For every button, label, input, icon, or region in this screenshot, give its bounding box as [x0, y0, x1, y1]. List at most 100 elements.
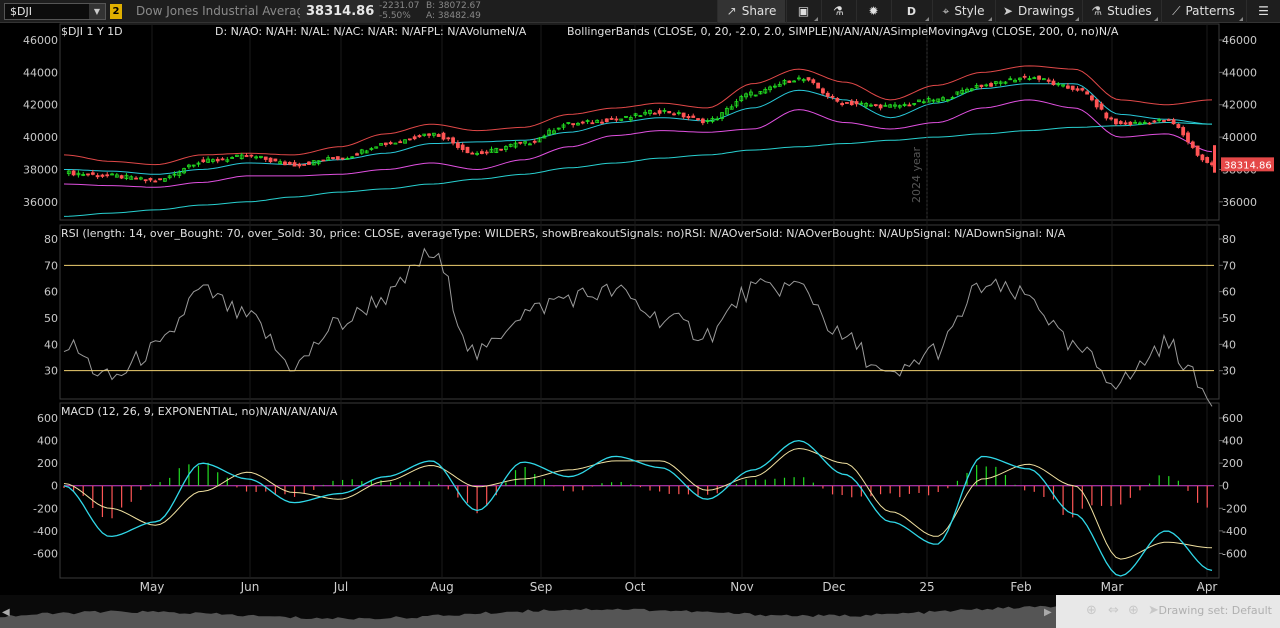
candle-down [335, 156, 340, 160]
candle-up [537, 137, 542, 143]
candle-up [225, 159, 230, 162]
ohlc-readout: D: N/AO: N/AH: N/AL: N/AC: N/AR: N/AFPL:… [215, 25, 527, 38]
candle-up [316, 160, 321, 165]
scroll-right-icon[interactable]: ▶ [1044, 607, 1052, 618]
settings-button[interactable]: ✹ [856, 0, 890, 23]
candle-down [460, 144, 465, 150]
candle-up [369, 148, 374, 150]
candle-up [513, 142, 518, 148]
candle-up [1027, 78, 1032, 81]
candle-up [254, 156, 259, 159]
rsi-axis-left-label: 60 [44, 286, 58, 299]
candle-down [1152, 120, 1157, 123]
candle-up [542, 135, 547, 139]
macd-panel-title[interactable]: MACD (12, 26, 9, EXPONENTIAL, no)N/AN/AN… [61, 405, 338, 418]
last-price: 38314.86 [300, 0, 381, 23]
x-axis-label-jun: Jun [240, 580, 260, 594]
candle-up [177, 171, 182, 176]
candle-down [652, 112, 657, 115]
share-button[interactable]: ↗ Share [717, 0, 785, 23]
candle-down [614, 118, 619, 121]
cursor-icon[interactable]: ➤ [1148, 603, 1159, 618]
candle-down [825, 92, 830, 97]
candle-up [345, 157, 350, 160]
candle-up [552, 130, 556, 134]
zoom-icon[interactable]: ⊕ [1086, 603, 1097, 618]
drawings-button[interactable]: ➤ Drawings [995, 0, 1081, 23]
candle-up [76, 172, 81, 176]
candle-up [311, 160, 316, 166]
candle-down [1200, 154, 1205, 161]
candle-down [1090, 95, 1094, 101]
candle-up [576, 122, 580, 126]
candle-up [114, 174, 119, 178]
macd-axis-right-label: -400 [1222, 525, 1247, 538]
patterns-button[interactable]: ⟋ Patterns [1161, 0, 1245, 23]
candle-down [830, 95, 835, 98]
macd-axis-left-label: 600 [37, 412, 58, 425]
rsi-panel-frame [59, 224, 1220, 400]
candle-down [273, 158, 278, 162]
overview-area [0, 605, 1056, 628]
candle-down [1171, 119, 1176, 125]
candle-up [138, 177, 143, 180]
candle-down [590, 122, 595, 125]
candle-up [724, 108, 729, 115]
price-axis-right-label: 44000 [1222, 66, 1257, 79]
studies-button[interactable]: ⚗ Studies [1082, 0, 1160, 23]
candle-down [95, 175, 100, 178]
candle-down [532, 140, 537, 143]
price-axis-left-label: 46000 [23, 34, 58, 47]
candle-up [206, 158, 211, 163]
candle-down [1118, 121, 1123, 125]
snapshot-button[interactable]: ▣ [786, 0, 820, 23]
candle-up [753, 94, 758, 97]
chart-area[interactable]: May Jun Jul Aug Sep Oct Nov Dec 25 Feb Mar Apr 46000… [0, 23, 1280, 595]
bb-lower-line [63, 99, 1213, 188]
bollinger-study-label[interactable]: BollingerBands (CLOSE, 0, 20, -2.0, 2.0,… [567, 25, 1119, 38]
drawing-set-label[interactable]: Drawing set: Default [1158, 604, 1272, 617]
flask-icon: ⚗ [833, 4, 844, 18]
symbol-input[interactable]: $DJI ▼ [4, 3, 106, 20]
candle-up [993, 81, 998, 84]
chart-canvas[interactable]: May Jun Jul Aug Sep Oct Nov Dec 25 Feb Mar Apr 46000… [0, 23, 1280, 595]
symbol-dropdown-icon[interactable]: ▼ [89, 4, 105, 19]
candle-up [508, 143, 513, 147]
crosshair-icon[interactable]: ⊕ [1128, 603, 1139, 618]
candle-down [1075, 88, 1080, 91]
style-button[interactable]: ⌖ Style [932, 0, 994, 23]
link-group-badge[interactable]: 2 [110, 4, 122, 19]
macd-axis-right-label: 0 [1222, 480, 1229, 493]
menu-button[interactable]: ☰ [1246, 0, 1280, 23]
pan-icon[interactable]: ⇔ [1108, 603, 1119, 618]
rsi-axis-left-label: 30 [44, 365, 58, 378]
rsi-axis-right-label: 80 [1222, 233, 1236, 246]
period-button[interactable]: D [891, 0, 931, 23]
candle-up [172, 173, 177, 176]
share-label: Share [741, 4, 777, 18]
rsi-panel-title[interactable]: RSI (length: 14, over_Bought: 70, over_S… [61, 227, 1066, 240]
candle-down [470, 152, 475, 155]
candle-up [504, 146, 508, 150]
price-tag-bg [1221, 157, 1274, 172]
candle-up [167, 175, 172, 179]
candle-up [739, 96, 744, 102]
flask-button[interactable]: ⚗ [821, 0, 855, 23]
price-axis-right-label: 42000 [1222, 99, 1257, 112]
candle-down [1085, 91, 1090, 95]
candle-up [374, 146, 379, 149]
candle-down [383, 142, 388, 146]
candle-up [715, 118, 720, 121]
candle-up [643, 111, 648, 115]
footer-tools: ⊕ ⇔ ⊕ ➤ Drawing set: Default [1056, 595, 1280, 628]
scroll-left-icon[interactable]: ◀ [2, 607, 10, 618]
candle-down [989, 83, 993, 87]
candle-down [672, 113, 676, 116]
macd-axis-left-label: 400 [37, 435, 58, 448]
candle-down [302, 163, 307, 166]
candle-up [748, 91, 753, 96]
x-axis-label-apr: Apr [1197, 580, 1218, 594]
overview-strip[interactable]: ◀ ▶ [0, 595, 1056, 628]
candle-down [1128, 121, 1133, 126]
candle-up [797, 77, 801, 80]
